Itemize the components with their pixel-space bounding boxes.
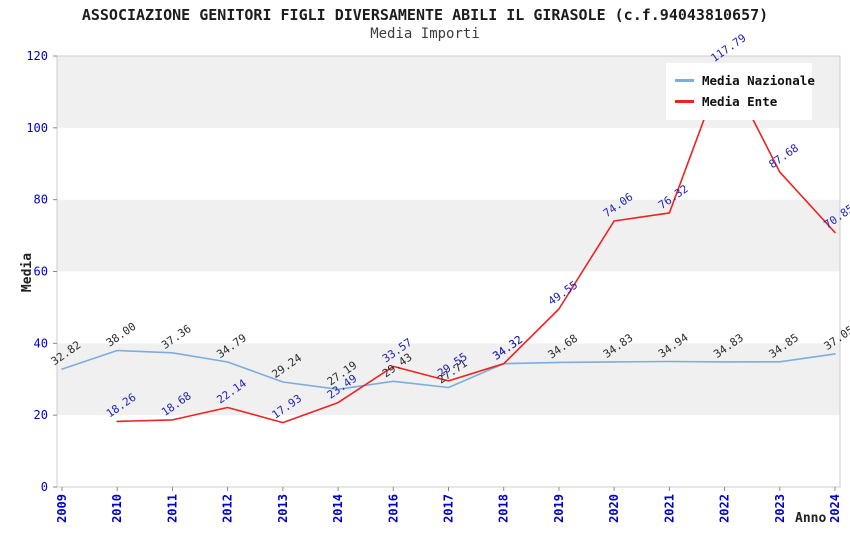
legend-item-ente: Media Ente	[675, 91, 803, 112]
y-tick-label: 0	[41, 480, 48, 494]
y-tick-label: 20	[34, 408, 48, 422]
legend: Media Nazionale Media Ente	[666, 63, 815, 120]
x-axis-title: Anno	[795, 511, 827, 526]
x-tick-label: 2016	[386, 494, 400, 523]
x-tick-label: 2020	[607, 494, 621, 523]
grid-band	[57, 127, 840, 200]
legend-item-nazionale: Media Nazionale	[675, 70, 815, 91]
legend-label-nazionale: Media Nazionale	[702, 73, 815, 88]
x-tick-label: 2012	[221, 494, 235, 523]
x-tick-label: 2024	[828, 494, 842, 523]
y-tick-label: 60	[34, 265, 48, 279]
x-tick-label: 2018	[497, 494, 511, 523]
legend-line-sample-nazionale	[675, 79, 694, 82]
x-tick-label: 2011	[165, 494, 179, 523]
x-tick-label: 2013	[276, 494, 290, 523]
y-tick-label: 120	[26, 49, 48, 63]
y-tick-label: 100	[26, 121, 48, 135]
legend-line-sample-ente	[675, 100, 694, 103]
x-tick-label: 2009	[55, 494, 69, 523]
grid-band	[57, 415, 840, 487]
legend-label-ente: Media Ente	[702, 94, 778, 109]
x-tick-label: 2021	[662, 494, 676, 523]
grid-band	[57, 271, 840, 344]
y-tick-label: 80	[34, 193, 48, 207]
x-tick-label: 2019	[552, 494, 566, 523]
y-axis-title: Media	[20, 252, 36, 293]
x-tick-label: 2022	[718, 494, 732, 523]
series-line-media-nazionale	[61, 349, 836, 391]
x-tick-label: 2023	[773, 494, 787, 523]
x-tick-label: 2010	[110, 494, 124, 523]
grid-band	[57, 199, 840, 272]
x-tick-label: 2017	[442, 494, 456, 523]
chart-title: ASSOCIAZIONE GENITORI FIGLI DIVERSAMENTE…	[81, 6, 769, 24]
chart-subtitle: Media Importi	[370, 26, 480, 42]
x-tick-label: 2014	[331, 494, 345, 523]
y-tick-label: 40	[34, 336, 48, 350]
